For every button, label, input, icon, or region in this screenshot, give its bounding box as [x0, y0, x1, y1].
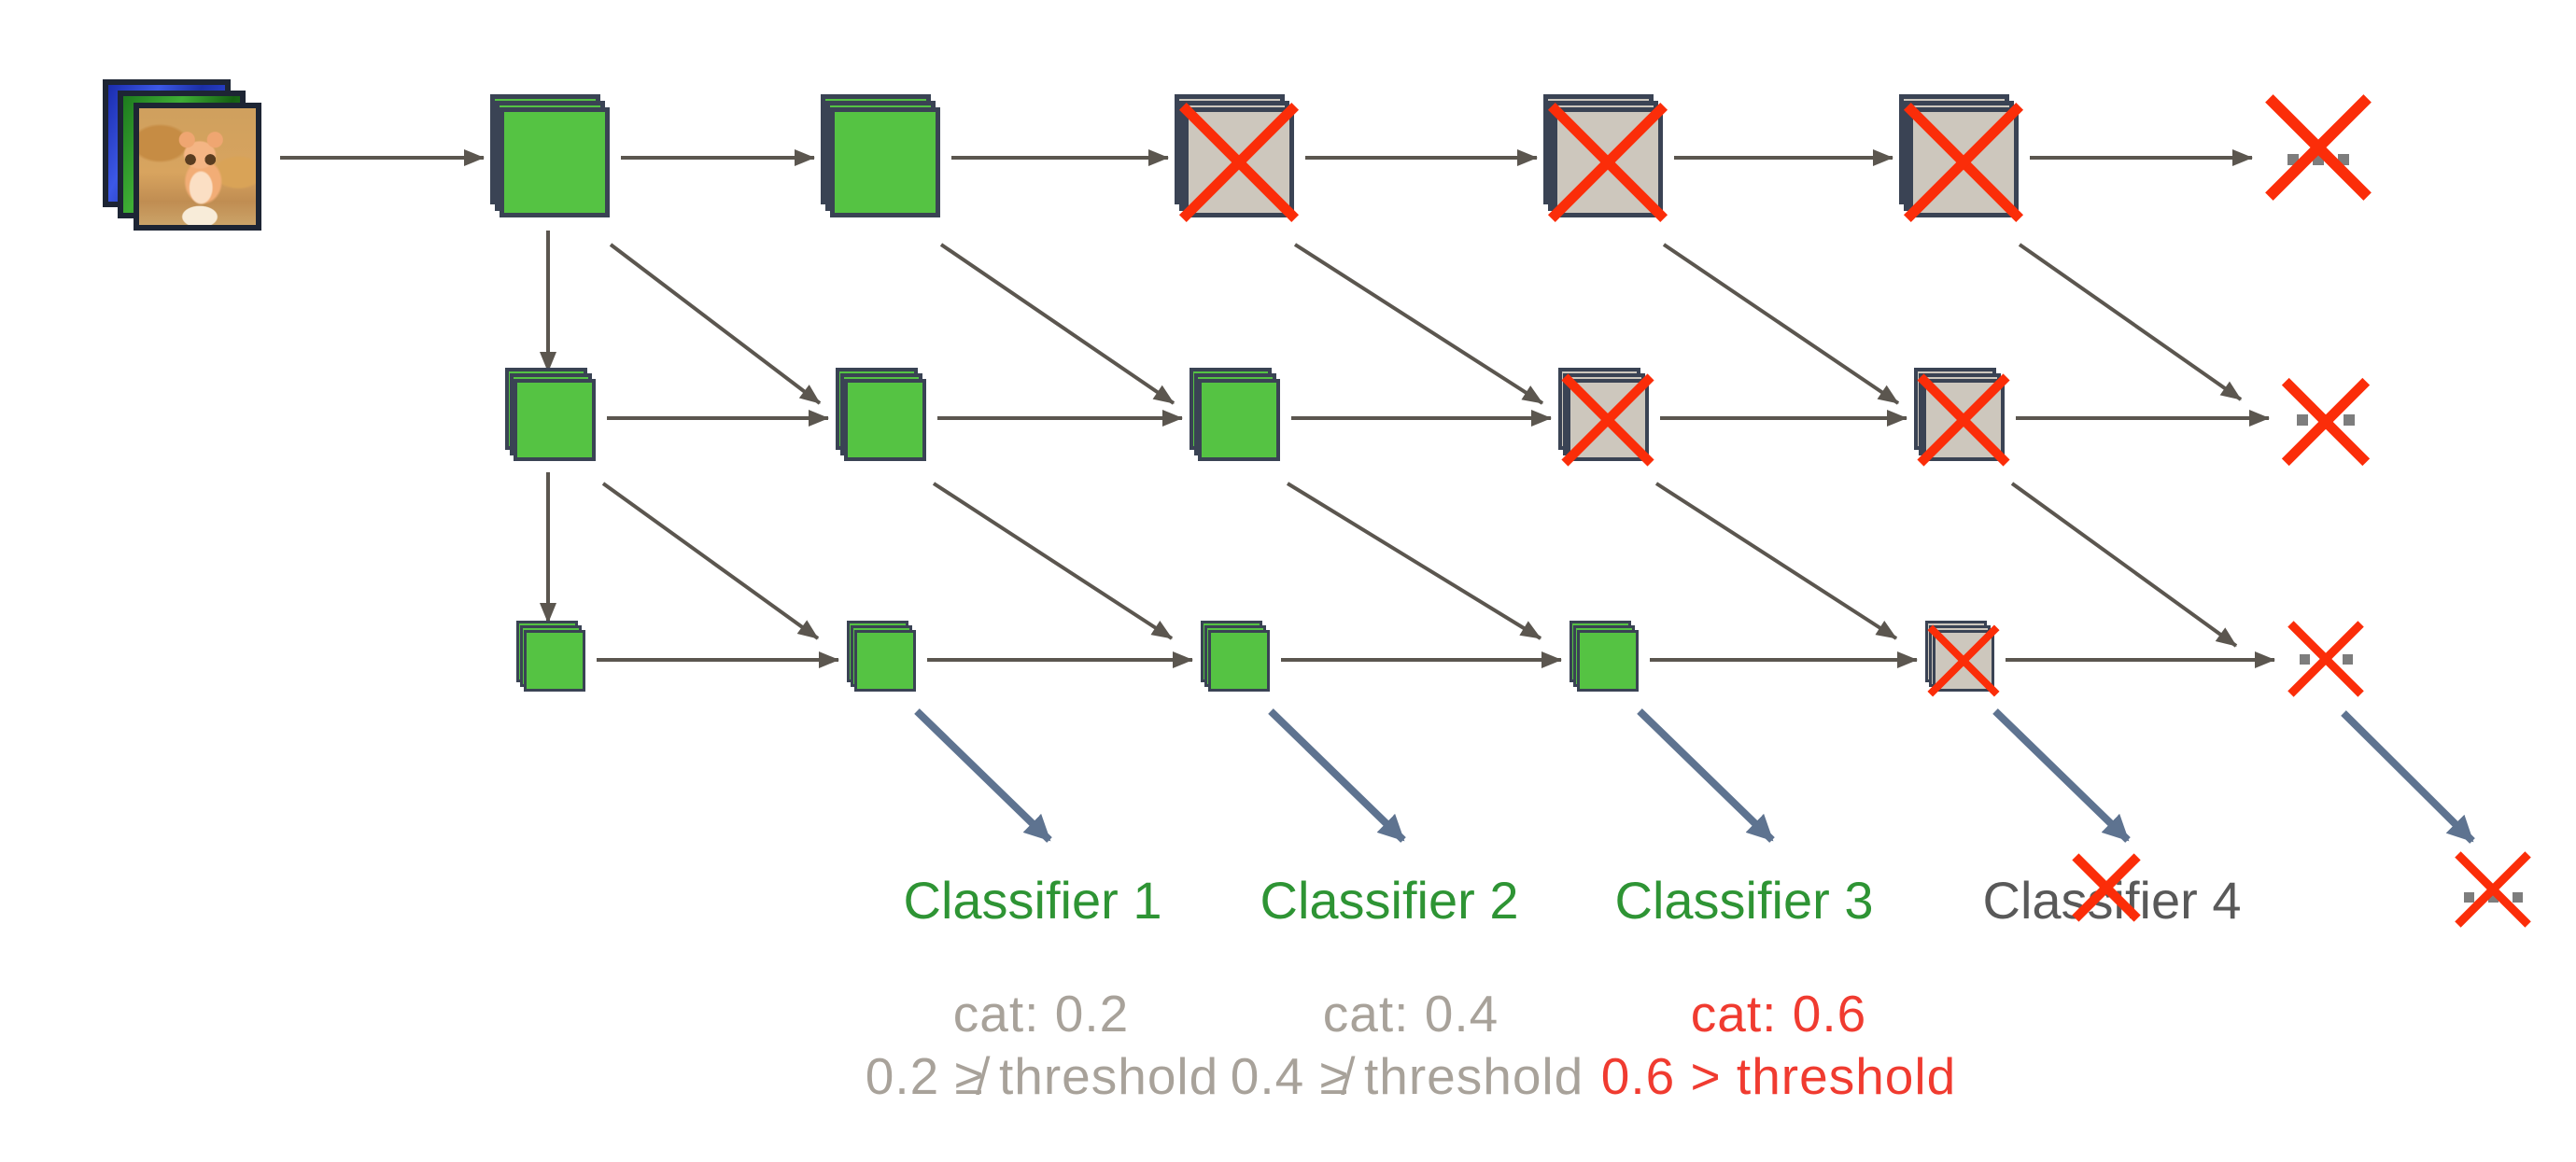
feature-stack-row2-col1: [505, 368, 596, 461]
cat-photo: [134, 103, 261, 231]
red-cross-icon: [1547, 102, 1668, 223]
red-cross-icon: [2287, 621, 2364, 697]
arrow-d-r1c4-r2c5: [1662, 243, 1900, 405]
arrow-to-classifier-3: [1637, 708, 1775, 843]
future-classifier-crossed-icon: [2455, 851, 2531, 928]
arrow-to-future-classifier: [2341, 710, 2475, 844]
arrow-d-r1c3-r2c4: [1293, 243, 1544, 405]
ellipsis-dot: [2463, 891, 2474, 903]
feature-stack-row3-col1: [516, 621, 585, 692]
red-cross-icon: [1917, 373, 2010, 467]
threshold-check-2: 0.4 ≱ threshold: [1230, 1047, 1584, 1105]
ellipsis-dot: [2342, 653, 2353, 665]
pruned-continuation-row2-icon: [2281, 377, 2371, 467]
output-prob-3: cat: 0.6: [1690, 985, 1867, 1043]
classifier-4-crossed-icon: [2072, 853, 2141, 922]
feature-stack-row2-col2: [836, 368, 926, 461]
output-prob-1: cat: 0.2: [952, 985, 1130, 1043]
skipped-feature-stack-row1-col3: [1175, 94, 1300, 223]
red-cross-icon: [2281, 377, 2371, 467]
red-cross-icon: [2265, 94, 2372, 201]
classifier-1-label: Classifier 1: [903, 871, 1162, 930]
skipped-feature-stack-row2-col4: [1558, 368, 1654, 467]
arrow-to-classifier-2: [1268, 708, 1406, 843]
pruned-continuation-row3-icon: [2287, 621, 2364, 697]
arrow-d-r2c4-r3c5: [1654, 482, 1898, 640]
arrow-d-r2c1-r3c2: [601, 482, 820, 640]
feature-stack-row3-col4: [1570, 621, 1639, 692]
ellipsis-dot: [2297, 414, 2308, 426]
feature-stack-row3-col2: [847, 621, 916, 692]
threshold-check-1: 0.2 ≱ threshold: [865, 1047, 1219, 1105]
pruned-continuation-row1-icon: [2265, 94, 2372, 201]
feature-stack-row2-col3: [1189, 368, 1280, 461]
skipped-feature-stack-row1-col4: [1543, 94, 1668, 223]
ellipsis-dot: [2299, 653, 2310, 665]
red-cross-icon: [2455, 851, 2531, 928]
feature-stack-row1-col2: [821, 94, 940, 217]
arrow-d-r2c2-r3c3: [932, 482, 1174, 640]
input-image-stack: [103, 79, 261, 231]
red-cross-icon: [1927, 624, 2000, 697]
arrow-to-classifier-4: [1992, 708, 2131, 843]
ellipsis-dot: [2487, 891, 2499, 903]
arrow-d-r1c1-r2c2: [609, 243, 822, 405]
classifier-2-label: Classifier 2: [1260, 871, 1519, 930]
arrow-d-r2c5-r3c6: [2010, 482, 2238, 648]
output-prob-2: cat: 0.4: [1322, 985, 1499, 1043]
ellipsis-dot: [2512, 891, 2523, 903]
red-cross-icon: [1903, 102, 2024, 223]
skipped-feature-stack-row1-col5: [1899, 94, 2024, 223]
skipped-feature-stack-row2-col5: [1914, 368, 2010, 467]
red-cross-icon: [1561, 373, 1654, 467]
classifier-3-label: Classifier 3: [1614, 871, 1874, 930]
arrow-d-r2c3-r3c4: [1286, 482, 1542, 640]
skipped-feature-stack-row3-col5: [1925, 621, 2000, 697]
arrow-d-r1c2-r2c3: [939, 243, 1175, 405]
red-cross-icon: [1178, 102, 1300, 223]
feature-stack-row1-col1: [490, 94, 610, 217]
arrow-d-r1c5-r2c6: [2018, 243, 2243, 401]
arrow-to-classifier-1: [914, 708, 1052, 843]
feature-stack-row3-col3: [1201, 621, 1270, 692]
ellipsis-dot: [2344, 414, 2355, 426]
threshold-check-3: 0.6 > threshold: [1600, 1047, 1957, 1105]
